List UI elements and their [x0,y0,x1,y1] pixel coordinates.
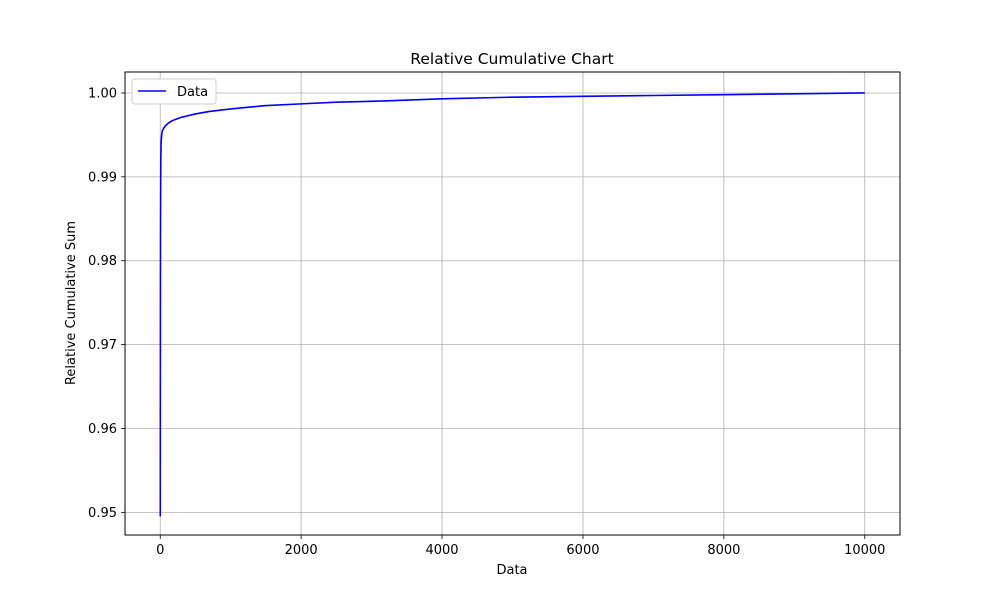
x-tick-label: 6000 [566,543,599,558]
legend-box [131,78,217,105]
x-axis-title: Data [496,563,527,578]
y-tick-label: 0.98 [88,254,117,269]
chart-title: Relative Cumulative Chart [410,50,613,68]
plot-frame [124,71,901,536]
y-axis-ticks: 0.95 0.96 0.97 0.98 0.99 1.00 [88,86,125,521]
grid [125,72,900,535]
y-tick-label: 0.95 [88,506,117,521]
x-tick-label: 10000 [844,543,885,558]
y-tick-label: 0.96 [88,422,117,437]
y-tick-label: 0.97 [88,338,117,353]
legend: Data [131,78,217,105]
series-line-data [159,92,865,517]
legend-label: Data [177,85,208,100]
x-axis-ticks: 0 2000 4000 6000 8000 10000 [156,535,885,558]
x-tick-label: 8000 [707,543,740,558]
y-tick-label: 1.00 [88,86,117,101]
x-tick-label: 0 [156,543,164,558]
x-tick-label: 4000 [425,543,458,558]
x-tick-label: 2000 [285,543,318,558]
y-axis-title: Relative Cumulative Sum [64,221,79,385]
y-tick-label: 0.99 [88,170,117,185]
